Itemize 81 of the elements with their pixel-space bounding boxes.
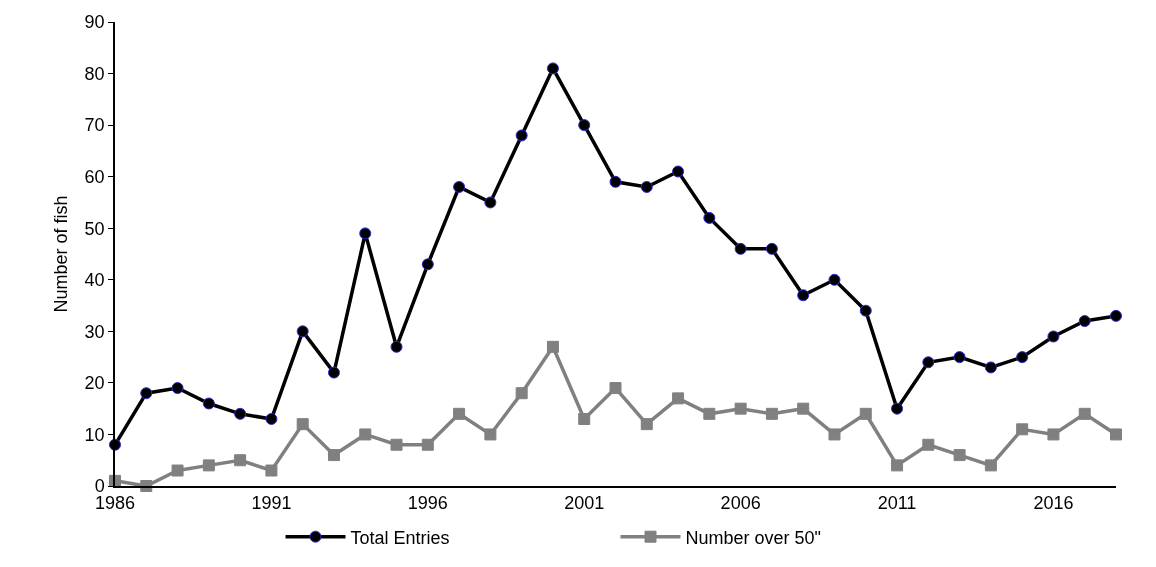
- point: [171, 382, 184, 395]
- point: [327, 366, 340, 379]
- point: [202, 459, 215, 472]
- point: [828, 428, 841, 441]
- point: [453, 407, 466, 420]
- point: [953, 449, 966, 462]
- x-tick-label: 2001: [564, 493, 605, 514]
- point: [797, 289, 810, 302]
- point: [578, 119, 591, 132]
- point: [484, 428, 497, 441]
- point: [891, 402, 904, 415]
- point: [1078, 407, 1091, 420]
- x-tick-label: 1996: [407, 493, 448, 514]
- point: [546, 340, 559, 353]
- y-tick-label: 80: [84, 63, 105, 84]
- point: [953, 351, 966, 364]
- point: [327, 449, 340, 462]
- point: [390, 340, 403, 353]
- y-tick-label: 10: [84, 424, 105, 445]
- point: [703, 211, 716, 224]
- point: [1110, 428, 1122, 441]
- point: [421, 258, 434, 271]
- y-tick-label: 90: [84, 12, 105, 33]
- legend-label: Total Entries: [350, 527, 450, 548]
- point: [703, 407, 716, 420]
- point: [484, 196, 497, 209]
- point: [359, 428, 372, 441]
- point: [296, 418, 309, 431]
- point: [922, 356, 935, 369]
- point: [1047, 428, 1060, 441]
- point: [515, 387, 528, 400]
- point: [672, 392, 685, 405]
- point: [1047, 330, 1060, 343]
- point: [234, 407, 247, 420]
- point: [859, 407, 872, 420]
- point: [515, 129, 528, 142]
- point: [797, 402, 810, 415]
- point: [421, 438, 434, 451]
- y-axis-title: Number of fish: [51, 195, 72, 313]
- point: [640, 180, 653, 193]
- point: [891, 459, 904, 472]
- x-tick-label: 2006: [720, 493, 761, 514]
- point: [140, 387, 153, 400]
- point: [1016, 351, 1029, 364]
- point: [984, 459, 997, 472]
- point: [202, 397, 215, 410]
- point: [859, 304, 872, 317]
- point: [922, 438, 935, 451]
- point: [640, 418, 653, 431]
- point: [578, 412, 591, 425]
- point: [765, 407, 778, 420]
- x-tick-label: 1991: [251, 493, 292, 514]
- y-tick-label: 30: [84, 321, 105, 342]
- x-tick-label: 2016: [1033, 493, 1074, 514]
- point: [765, 242, 778, 255]
- point: [1110, 309, 1122, 322]
- x-tick-label: 2011: [877, 493, 917, 514]
- point: [453, 180, 466, 193]
- point: [390, 438, 403, 451]
- point: [234, 454, 247, 467]
- point: [296, 325, 309, 338]
- point: [609, 175, 622, 188]
- point: [265, 464, 278, 477]
- point: [672, 165, 685, 178]
- y-tick-label: 70: [84, 115, 105, 136]
- y-tick-label: 60: [84, 166, 105, 187]
- y-tick-label: 50: [84, 218, 105, 239]
- point: [359, 227, 372, 240]
- point: [609, 382, 622, 395]
- point: [265, 412, 278, 425]
- point: [734, 242, 747, 255]
- point: [828, 273, 841, 286]
- y-tick-label: 40: [84, 270, 105, 291]
- y-tick-label: 20: [84, 373, 105, 394]
- point: [1016, 423, 1029, 436]
- legend-label: Number over 50": [685, 527, 821, 548]
- point: [546, 62, 559, 75]
- point: [1078, 315, 1091, 328]
- point: [171, 464, 184, 477]
- point: [984, 361, 997, 374]
- point: [734, 402, 747, 415]
